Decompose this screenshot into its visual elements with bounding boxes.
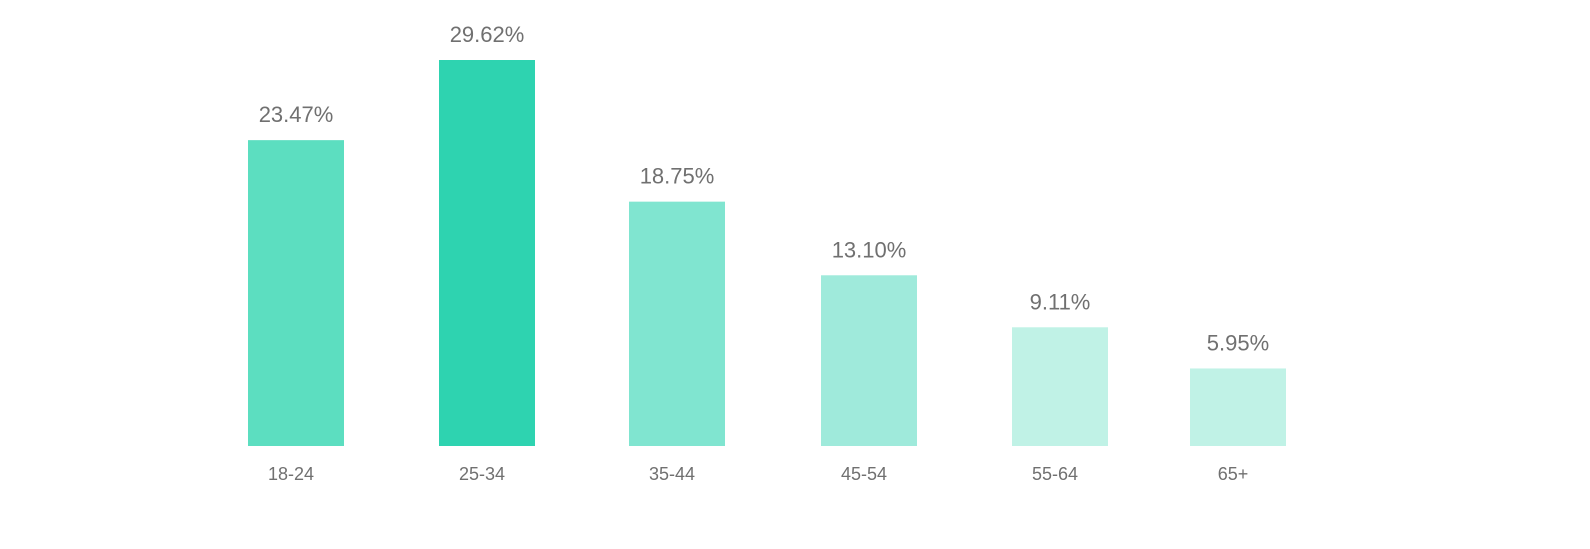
category-label-35-44: 35-44 (649, 464, 695, 484)
bar-45-54 (821, 275, 917, 446)
category-label-55-64: 55-64 (1032, 464, 1078, 484)
bar-35-44 (629, 201, 725, 446)
value-label-35-44: 18.75% (640, 164, 715, 189)
category-label-25-34: 25-34 (459, 464, 505, 484)
value-label-25-34: 29.62% (450, 22, 525, 47)
category-labels-group: 18-24 25-34 35-44 45-54 55-64 65+ (268, 464, 1248, 484)
category-label-65+: 65+ (1218, 464, 1249, 484)
value-label-65+: 5.95% (1207, 330, 1269, 355)
value-label-45-54: 13.10% (832, 237, 907, 262)
category-label-45-54: 45-54 (841, 464, 887, 484)
bars-group (248, 60, 1286, 446)
value-label-18-24: 23.47% (259, 102, 334, 127)
value-labels-group: 23.47% 29.62% 18.75% 13.10% 9.11% 5.95% (259, 22, 1270, 355)
value-label-55-64: 9.11% (1030, 289, 1091, 314)
bar-18-24 (248, 140, 344, 446)
category-label-18-24: 18-24 (268, 464, 314, 484)
bar-25-34 (439, 60, 535, 446)
bar-55-64 (1012, 327, 1108, 446)
bar-65+ (1190, 368, 1286, 446)
